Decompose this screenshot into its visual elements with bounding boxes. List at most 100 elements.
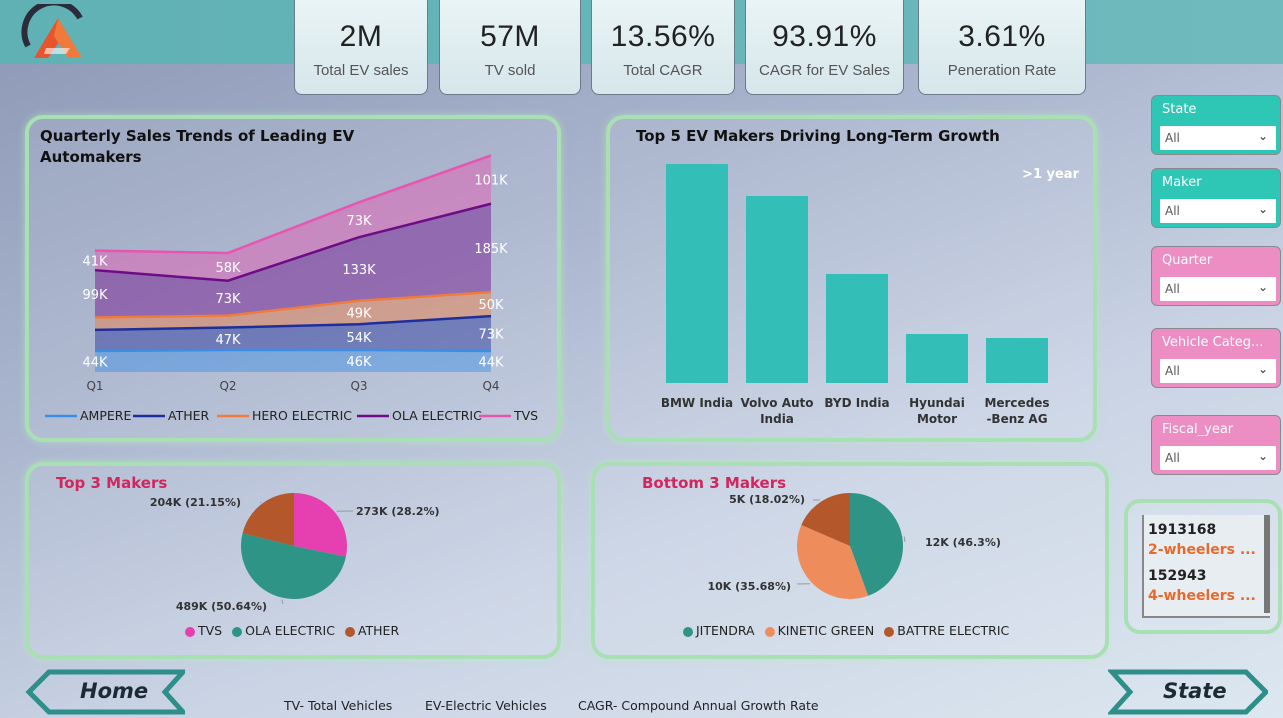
brand-logo [21,4,83,58]
area-legend-label: AMPERE [80,408,131,423]
area-band [95,292,491,330]
state-filter[interactable]: State All ⌄ [1151,95,1281,155]
legend-item: TVS [198,623,223,638]
pie-slice [850,493,903,596]
legend-item: BATTRE ELECTRIC [897,623,1010,638]
kpi-value: 57M [480,20,540,53]
area-legend-label: HERO ELECTRIC [252,408,352,423]
area-data-label: 73K [478,328,504,343]
filter-label: State [1162,102,1197,117]
area-data-label: 133K [342,263,376,278]
top3-title: Top 3 Makers [56,474,168,492]
chevron-down-icon: ⌄ [1257,362,1268,376]
area-data-label: 50K [478,298,504,313]
legend-dot [764,626,775,637]
area-data-label: 49K [346,306,372,321]
area-data-label: 101K [474,174,508,189]
area-legend-label: ATHER [168,408,210,423]
pie-leader-line [281,599,284,605]
top3-pie-chart: 273K (28.2%) 489K (50.64%) 204K (21.15%) [150,493,440,613]
bar-category-label: Motor [917,412,957,426]
pie-data-label: 273K (28.2%) [356,505,440,518]
bar-chart: BMW India Volvo Auto India BYD India Hyundai… [661,164,1050,426]
filter-label: Fiscal_year [1162,422,1234,437]
area-chart-card: Quarterly Sales Trends of Leading EV Aut… [25,115,561,442]
kpi-penetration-rate: 3.61% Peneration Rate [918,0,1086,95]
bottom3-pie-card: Bottom 3 Makers 12K (46.3%) 10K (35.68%) 5… [591,462,1109,659]
kpi-value: 3.61% [958,20,1046,53]
vehicle-category-filter[interactable]: Vehicle Categ... All ⌄ [1151,328,1281,388]
bar [746,196,808,383]
pie-slice [801,493,850,546]
filter-value: All [1165,131,1180,145]
area-data-label: 54K [346,331,372,346]
area-series-line [94,290,492,319]
state-nav-button[interactable] [1108,669,1268,715]
bar-category-label: Mercedes [984,396,1049,410]
fiscal-year-filter[interactable]: Fiscal_year All ⌄ [1151,415,1281,475]
filter-value: All [1165,451,1180,465]
summary-count: 1913168 [1148,522,1217,538]
bottom3-legend: JITENDRA KINETIC GREEN BATTRE ELECTRIC [677,623,1009,638]
area-data-label: 58K [215,261,241,276]
area-band [95,316,491,351]
summary-category: 2-wheelers ... [1148,542,1256,558]
scrollbar[interactable] [1264,515,1270,613]
summary-count: 152943 [1148,568,1207,584]
footnote-tv: TV- Total Vehicles [284,698,393,713]
bar-category-label: BYD India [824,396,889,410]
legend-item: KINETIC GREEN [777,623,875,638]
kpi-label: Total CAGR [623,62,703,79]
area-x-tick: Q3 [350,379,367,393]
pie-data-label: 10K (35.68%) [707,580,791,593]
area-x-tick: Q2 [219,379,236,393]
pie-data-label: 5K (18.02%) [729,493,805,506]
area-data-label: 47K [215,333,241,348]
pie-slice [797,525,869,599]
bar [666,164,728,383]
legend-item: ATHER [357,623,400,638]
summary-list[interactable]: 1913168 2-wheelers ... 152943 4-wheelers… [1142,515,1270,618]
bottom3-pie-chart: 12K (46.3%) 10K (35.68%) 5K (18.02%) [707,493,1001,599]
footnote-ev: EV-Electric Vehicles [425,698,547,713]
pie-slice [240,533,346,600]
maker-filter[interactable]: Maker All ⌄ [1151,168,1281,228]
quarter-dropdown[interactable]: All ⌄ [1160,277,1276,301]
legend-dot [884,626,895,637]
legend-item: OLA ELECTRIC [245,623,335,638]
area-data-label: 73K [215,292,241,307]
bar-chart-card: Top 5 EV Makers Driving Long-Term Growth… [606,115,1097,442]
area-data-label: 73K [346,214,372,229]
top3-pie-card: Top 3 Makers 273K (28.2%) 489K (50.64%) 20… [25,462,561,659]
area-data-label: 46K [346,355,372,370]
area-chart-title-1: Quarterly Sales Trends of Leading EV [40,127,355,145]
state-dropdown[interactable]: All ⌄ [1160,126,1276,150]
chevron-down-icon: ⌄ [1257,280,1268,294]
quarter-filter[interactable]: Quarter All ⌄ [1151,246,1281,306]
maker-dropdown[interactable]: All ⌄ [1160,199,1276,223]
filter-label: Maker [1162,175,1202,190]
area-data-label: 41K [82,254,108,269]
home-button[interactable] [25,669,185,715]
filter-label: Quarter [1162,253,1213,268]
home-label: Home [80,679,149,703]
legend-dot [683,626,693,637]
bar-category-label: Volvo Auto [740,396,813,410]
top3-legend: TVS OLA ELECTRIC ATHER [179,623,399,638]
vehicle-category-dropdown[interactable]: All ⌄ [1160,359,1276,383]
bar-chart-annotation: >1 year [1022,167,1079,182]
legend-dot [232,626,243,637]
fiscal-year-dropdown[interactable]: All ⌄ [1160,446,1276,470]
vehicle-category-summary: 1913168 2-wheelers ... 152943 4-wheelers… [1124,499,1282,634]
footnote-cagr: CAGR- Compound Annual Growth Rate [578,698,819,713]
legend-item: JITENDRA [696,623,755,638]
pie-data-label: 489K (50.64%) [176,600,267,613]
kpi-cagr-ev-sales: 93.91% CAGR for EV Sales [745,0,904,95]
area-legend-label: OLA ELECTRIC [392,408,482,423]
area-band [95,350,491,372]
chevron-down-icon: ⌄ [1257,449,1268,463]
area-series-line [94,154,492,255]
pie-leader-line [259,501,262,504]
bar [826,274,888,383]
legend-dot [344,626,355,637]
